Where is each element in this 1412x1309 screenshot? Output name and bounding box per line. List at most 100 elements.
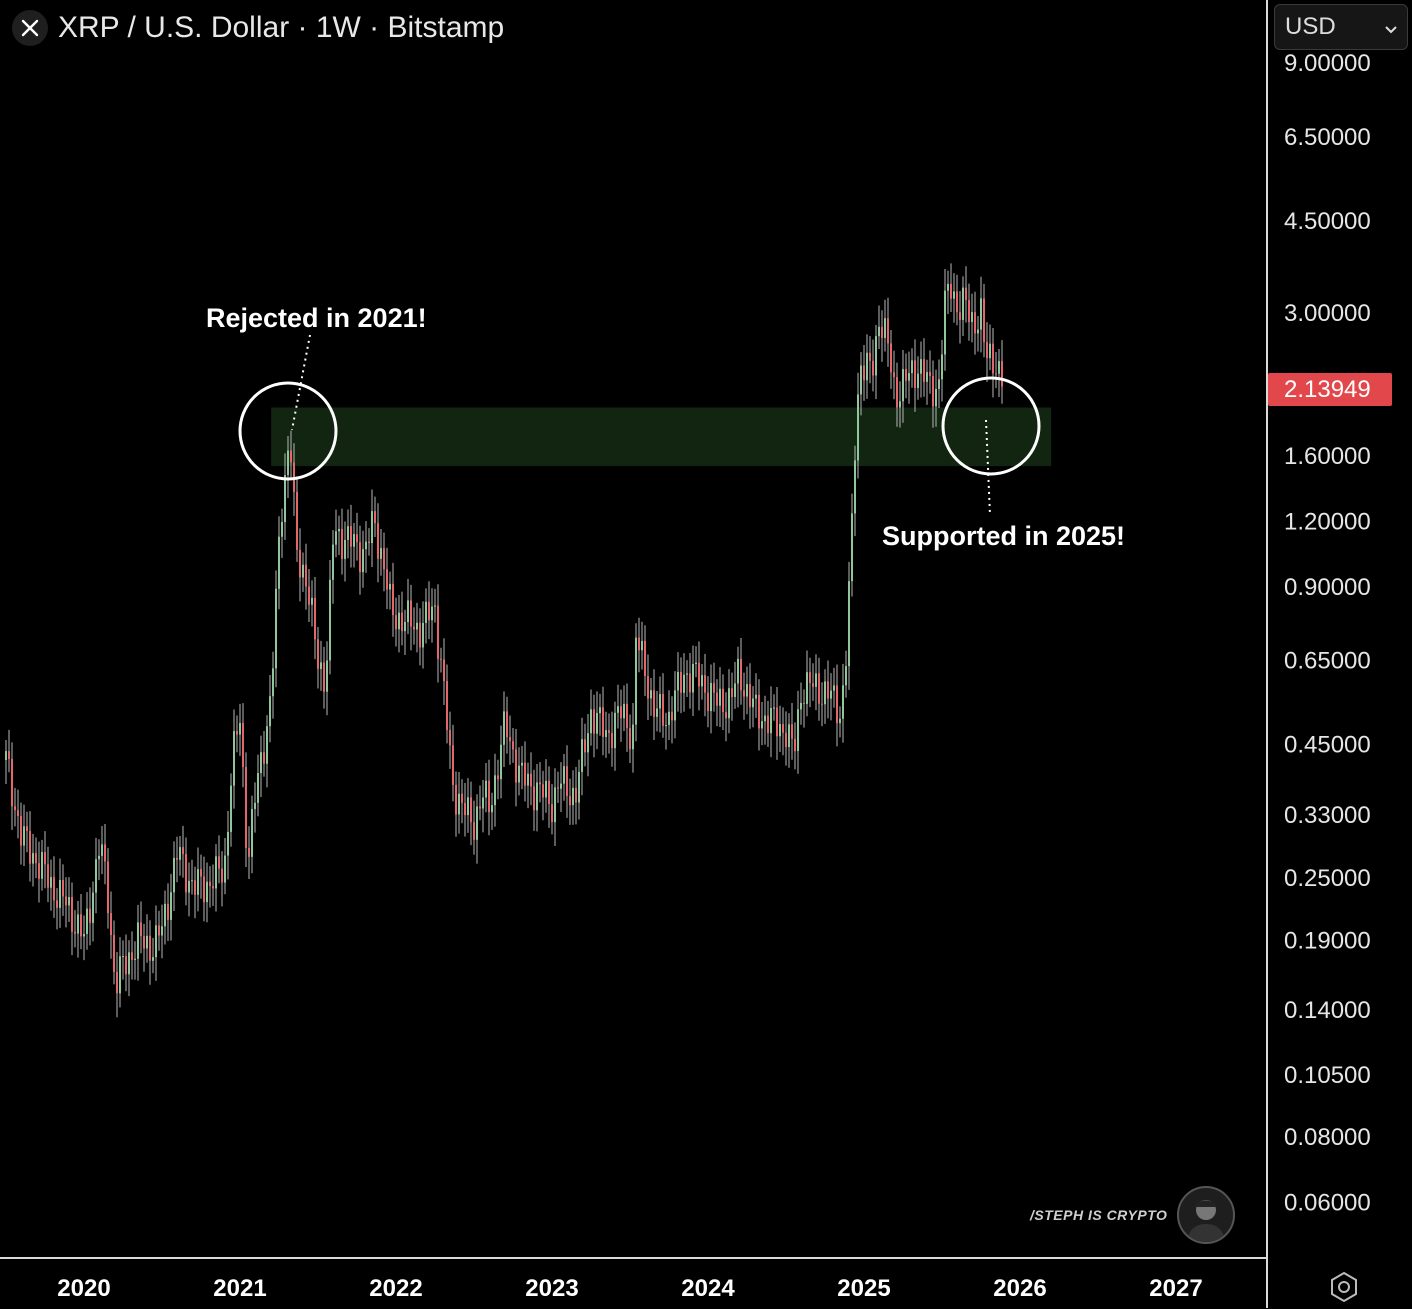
candle [242,703,244,788]
candle [338,515,340,555]
candle [413,607,415,645]
price-axis[interactable]: 9.00000 6.50000 4.50000 3.00000 1.60000 1.200… [1268,0,1412,1258]
candle [68,877,70,922]
candle [197,847,199,912]
candle [944,268,946,371]
candle [521,746,523,790]
candle [221,851,223,907]
candle [587,713,589,777]
candle [554,768,556,847]
candle [278,516,280,610]
candle [683,653,685,712]
candle [626,683,628,752]
candle [488,759,490,836]
candle [257,754,259,817]
candle [650,678,652,716]
candle [689,653,691,709]
settings-icon[interactable] [1324,1268,1364,1304]
candle [908,351,910,404]
candle [47,846,49,903]
candle [122,940,124,980]
candle [644,625,646,697]
candle [89,887,91,946]
candle [911,348,913,388]
watermark: /STEPH IS CRYPTO [1030,1186,1236,1244]
candle [539,762,541,803]
y-tick-label: 0.19000 [1284,927,1371,954]
candle [764,695,766,745]
candle [281,508,283,558]
candle [815,654,817,711]
candle [62,864,64,916]
candle [713,662,715,712]
candle [890,329,892,389]
candle [620,689,622,742]
candle [623,685,625,731]
candle [728,669,730,734]
candle [788,713,790,768]
candle [584,723,586,767]
price-chart[interactable]: Rejected in 2021! Supported in 2025! [0,0,1266,1258]
candle [317,626,319,689]
candle [350,504,352,568]
candle [440,647,442,673]
candle [941,339,943,402]
candle [107,848,109,929]
candle [356,512,358,561]
candle [914,339,916,412]
candle [464,783,466,837]
candle [752,686,754,728]
candle [923,338,925,397]
candle [59,858,61,928]
candle [365,521,367,573]
candle [995,352,997,389]
candle [20,802,22,865]
candle [737,646,739,708]
candle [563,754,565,801]
y-tick-label: 4.50000 [1284,208,1371,235]
candle [191,859,193,895]
candle [614,701,616,771]
candle [161,904,163,959]
candle [971,293,973,343]
candle [491,792,493,830]
candles [5,263,1003,1018]
candle [368,528,370,556]
candle [461,779,463,824]
candle [38,841,40,903]
candle [500,725,502,799]
currency-select[interactable]: USD [1274,4,1408,50]
time-axis[interactable]: 2020 2021 2022 2023 2024 2025 2026 2027 [0,1259,1266,1308]
y-tick-label: 1.60000 [1284,443,1371,470]
candle [437,584,439,683]
support-leader [985,419,991,516]
candle [497,759,499,800]
candle [662,673,664,738]
candle [140,901,142,954]
candle [998,348,1000,397]
candle [896,362,898,427]
candle [53,856,55,918]
candle [806,650,808,717]
candle [266,715,268,788]
candle [608,713,610,754]
candle [797,690,799,774]
candle [179,836,181,876]
y-tick-label: 0.14000 [1284,997,1371,1024]
x-tick-label: 2023 [525,1275,578,1302]
candle [809,657,811,708]
candle [905,353,907,399]
candle [854,445,856,537]
candle [29,811,31,882]
candle [716,679,718,727]
candle [203,856,205,922]
candle [869,336,871,384]
candle [719,667,721,728]
candle [398,594,400,653]
annotation-rejected: Rejected in 2021! [206,303,427,333]
x-tick-label: 2022 [369,1275,422,1302]
candle [857,372,859,479]
candle [308,568,310,623]
candle [779,705,781,753]
candle [602,686,604,756]
